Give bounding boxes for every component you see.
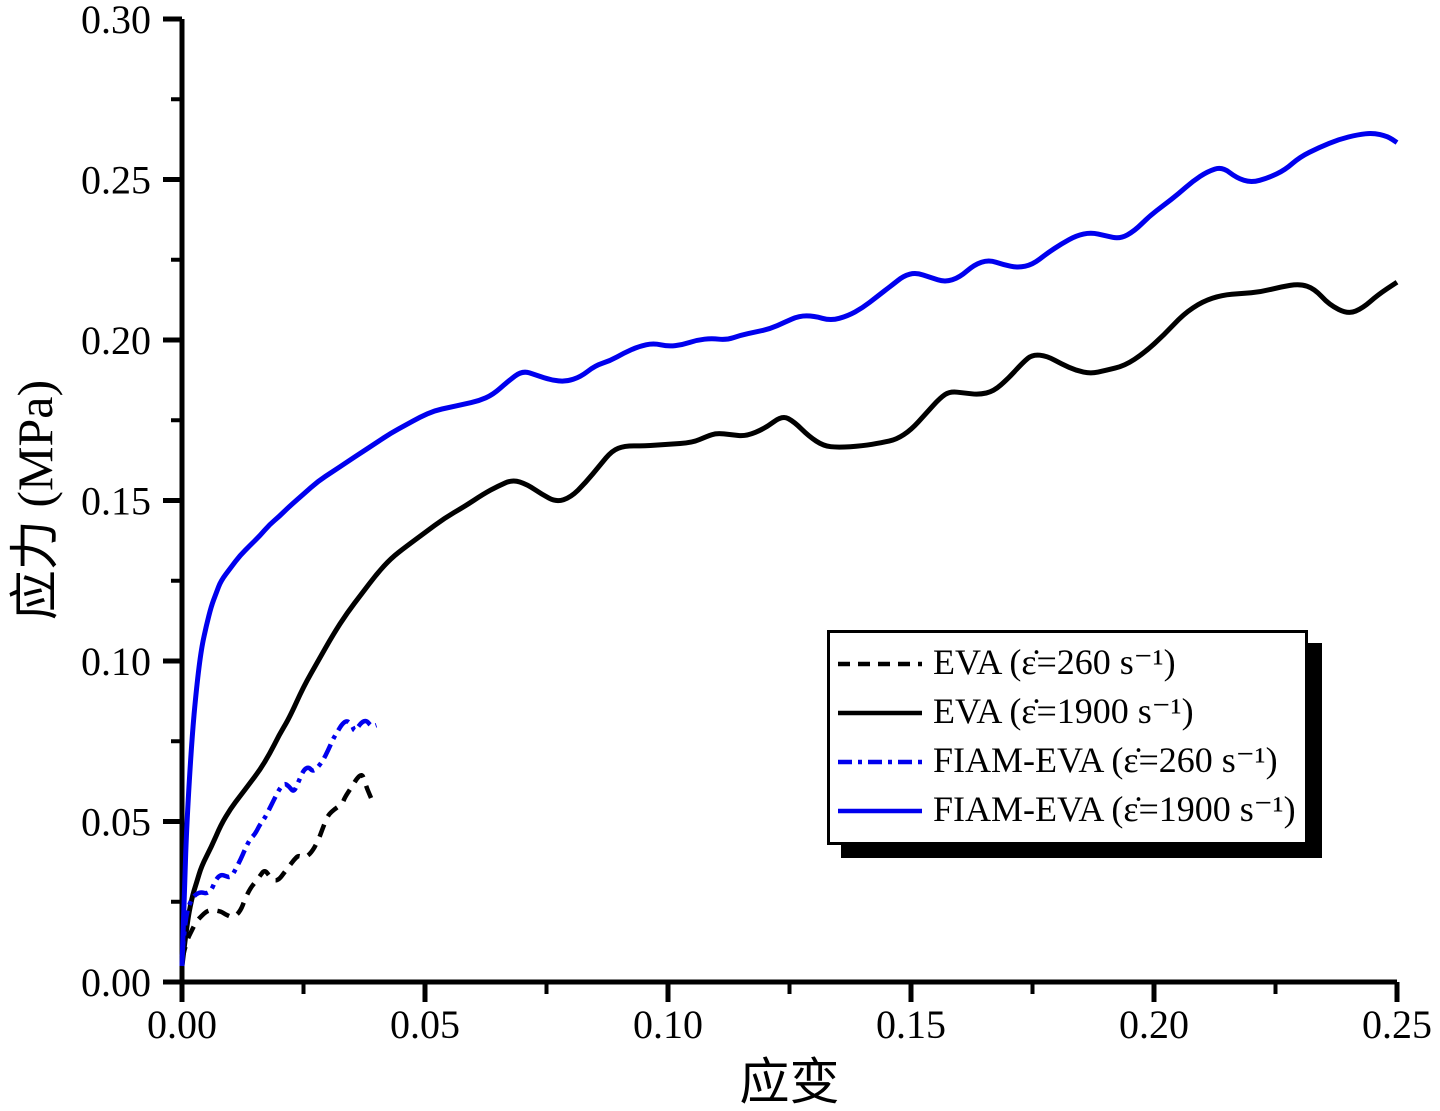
x-tick-label: 0.00 (147, 1002, 217, 1047)
curve-eva-260 (179, 772, 374, 961)
curve-fiam-eva-1900 (179, 131, 1399, 967)
x-tick-label: 0.15 (876, 1002, 946, 1047)
y-tick-label: 0.00 (81, 960, 151, 1005)
legend-label-fiam-eva-260: FIAM-EVA (ε̇=260 s⁻¹) (933, 740, 1278, 781)
legend: EVA (ε̇=260 s⁻¹) EVA (ε̇=1900 s⁻¹) FIAM-… (827, 630, 1308, 845)
legend-line-sample-dashdot-blue (838, 759, 922, 765)
legend-line-sample-solid-black (838, 710, 922, 716)
curve-eva-1900 (179, 280, 1399, 967)
x-tick-label: 0.10 (633, 1002, 703, 1047)
y-tick-label: 0.10 (81, 639, 151, 684)
legend-line-sample-solid-blue (838, 809, 922, 814)
legend-label-fiam-eva-1900: FIAM-EVA (ε̇=1900 s⁻¹) (933, 789, 1296, 830)
x-tick-label: 0.05 (390, 1002, 460, 1047)
legend-item-eva-260: EVA (ε̇=260 s⁻¹) (836, 639, 1297, 688)
x-tick-label: 0.20 (1119, 1002, 1189, 1047)
y-tick-label: 0.20 (81, 318, 151, 363)
legend-item-fiam-eva-1900: FIAM-EVA (ε̇=1900 s⁻¹) (836, 787, 1297, 836)
legend-label-eva-260: EVA (ε̇=260 s⁻¹) (933, 641, 1176, 682)
legend-item-fiam-eva-260: FIAM-EVA (ε̇=260 s⁻¹) (836, 738, 1297, 787)
curve-fiam-eva-260 (179, 718, 378, 957)
y-tick-label: 0.15 (81, 479, 151, 524)
y-tick-label: 0.05 (81, 800, 151, 845)
legend-label-eva-1900: EVA (ε̇=1900 s⁻¹) (933, 690, 1194, 731)
y-axis-label: 应力 (MPa) (7, 380, 63, 620)
x-axis-label: 应变 (740, 1054, 840, 1110)
x-tick-label: 0.25 (1362, 1002, 1432, 1047)
legend-line-sample-dashed-black (838, 661, 922, 666)
y-tick-label: 0.25 (81, 158, 151, 203)
legend-item-eva-1900: EVA (ε̇=1900 s⁻¹) (836, 688, 1297, 737)
y-tick-label: 0.30 (81, 0, 151, 42)
